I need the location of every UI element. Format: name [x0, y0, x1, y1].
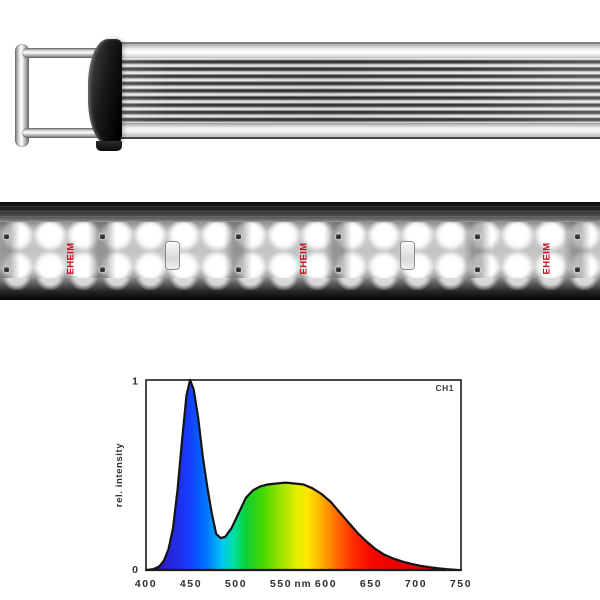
- brand-label: EHEIM: [298, 242, 310, 275]
- light-bar-bottom-view: EHEIM EHEIM EHEIM: [0, 202, 600, 300]
- screw-head: [100, 234, 105, 239]
- screw-head: [336, 267, 341, 272]
- y-tick-max: 1: [132, 376, 138, 388]
- bracket-top-tube: [22, 48, 102, 58]
- channel-label: CH1: [435, 383, 454, 393]
- housing-edge-bottom: [0, 278, 600, 300]
- screw-head: [100, 267, 105, 272]
- x-axis-ticks: 400 450 500 550 600 650 700 750: [135, 578, 472, 590]
- spectrum-chart: 400 450 500 550 600 650 700 750 nm 1 0 rel. int…: [114, 376, 472, 591]
- bar-housing: [100, 42, 600, 139]
- bracket-vertical-tube: [15, 44, 29, 147]
- screw-head: [336, 234, 341, 239]
- screw-head: [236, 267, 241, 272]
- x-tick-label: 550: [270, 578, 292, 590]
- end-cap-foot: [96, 141, 122, 151]
- x-axis-unit-label: nm: [295, 579, 312, 590]
- housing-bottom-band: [100, 123, 600, 139]
- screw-head: [4, 234, 9, 239]
- x-tick-label: 650: [360, 578, 382, 590]
- screw-head: [575, 267, 580, 272]
- heatsink-ribs: [100, 58, 600, 123]
- brand-label: EHEIM: [541, 242, 553, 275]
- x-tick-label: 700: [405, 578, 427, 590]
- x-tick-label: 450: [180, 578, 202, 590]
- screw-head: [475, 234, 480, 239]
- y-tick-min: 0: [132, 564, 138, 576]
- housing-top-band: [100, 42, 600, 58]
- brand-label: EHEIM: [65, 242, 77, 275]
- connector-tab: [401, 242, 414, 269]
- light-bar-side-view: [0, 0, 600, 170]
- x-tick-label: 400: [135, 578, 157, 590]
- screw-head: [575, 234, 580, 239]
- x-tick-label: 750: [450, 578, 472, 590]
- chart-frame: [145, 379, 462, 571]
- bracket-bottom-tube: [22, 128, 102, 138]
- panel-divider: [0, 222, 20, 278]
- screw-head: [4, 267, 9, 272]
- led-lens-panel: EHEIM EHEIM EHEIM: [0, 222, 600, 278]
- spectrum-curve: [144, 378, 463, 572]
- housing-edge-top: [0, 202, 600, 222]
- x-tick-label: 500: [225, 578, 247, 590]
- y-axis-label: rel. intensity: [114, 443, 125, 507]
- x-tick-label: 600: [315, 578, 337, 590]
- connector-tab: [166, 242, 179, 269]
- screw-head: [475, 267, 480, 272]
- screw-head: [236, 234, 241, 239]
- end-cap: [88, 39, 122, 145]
